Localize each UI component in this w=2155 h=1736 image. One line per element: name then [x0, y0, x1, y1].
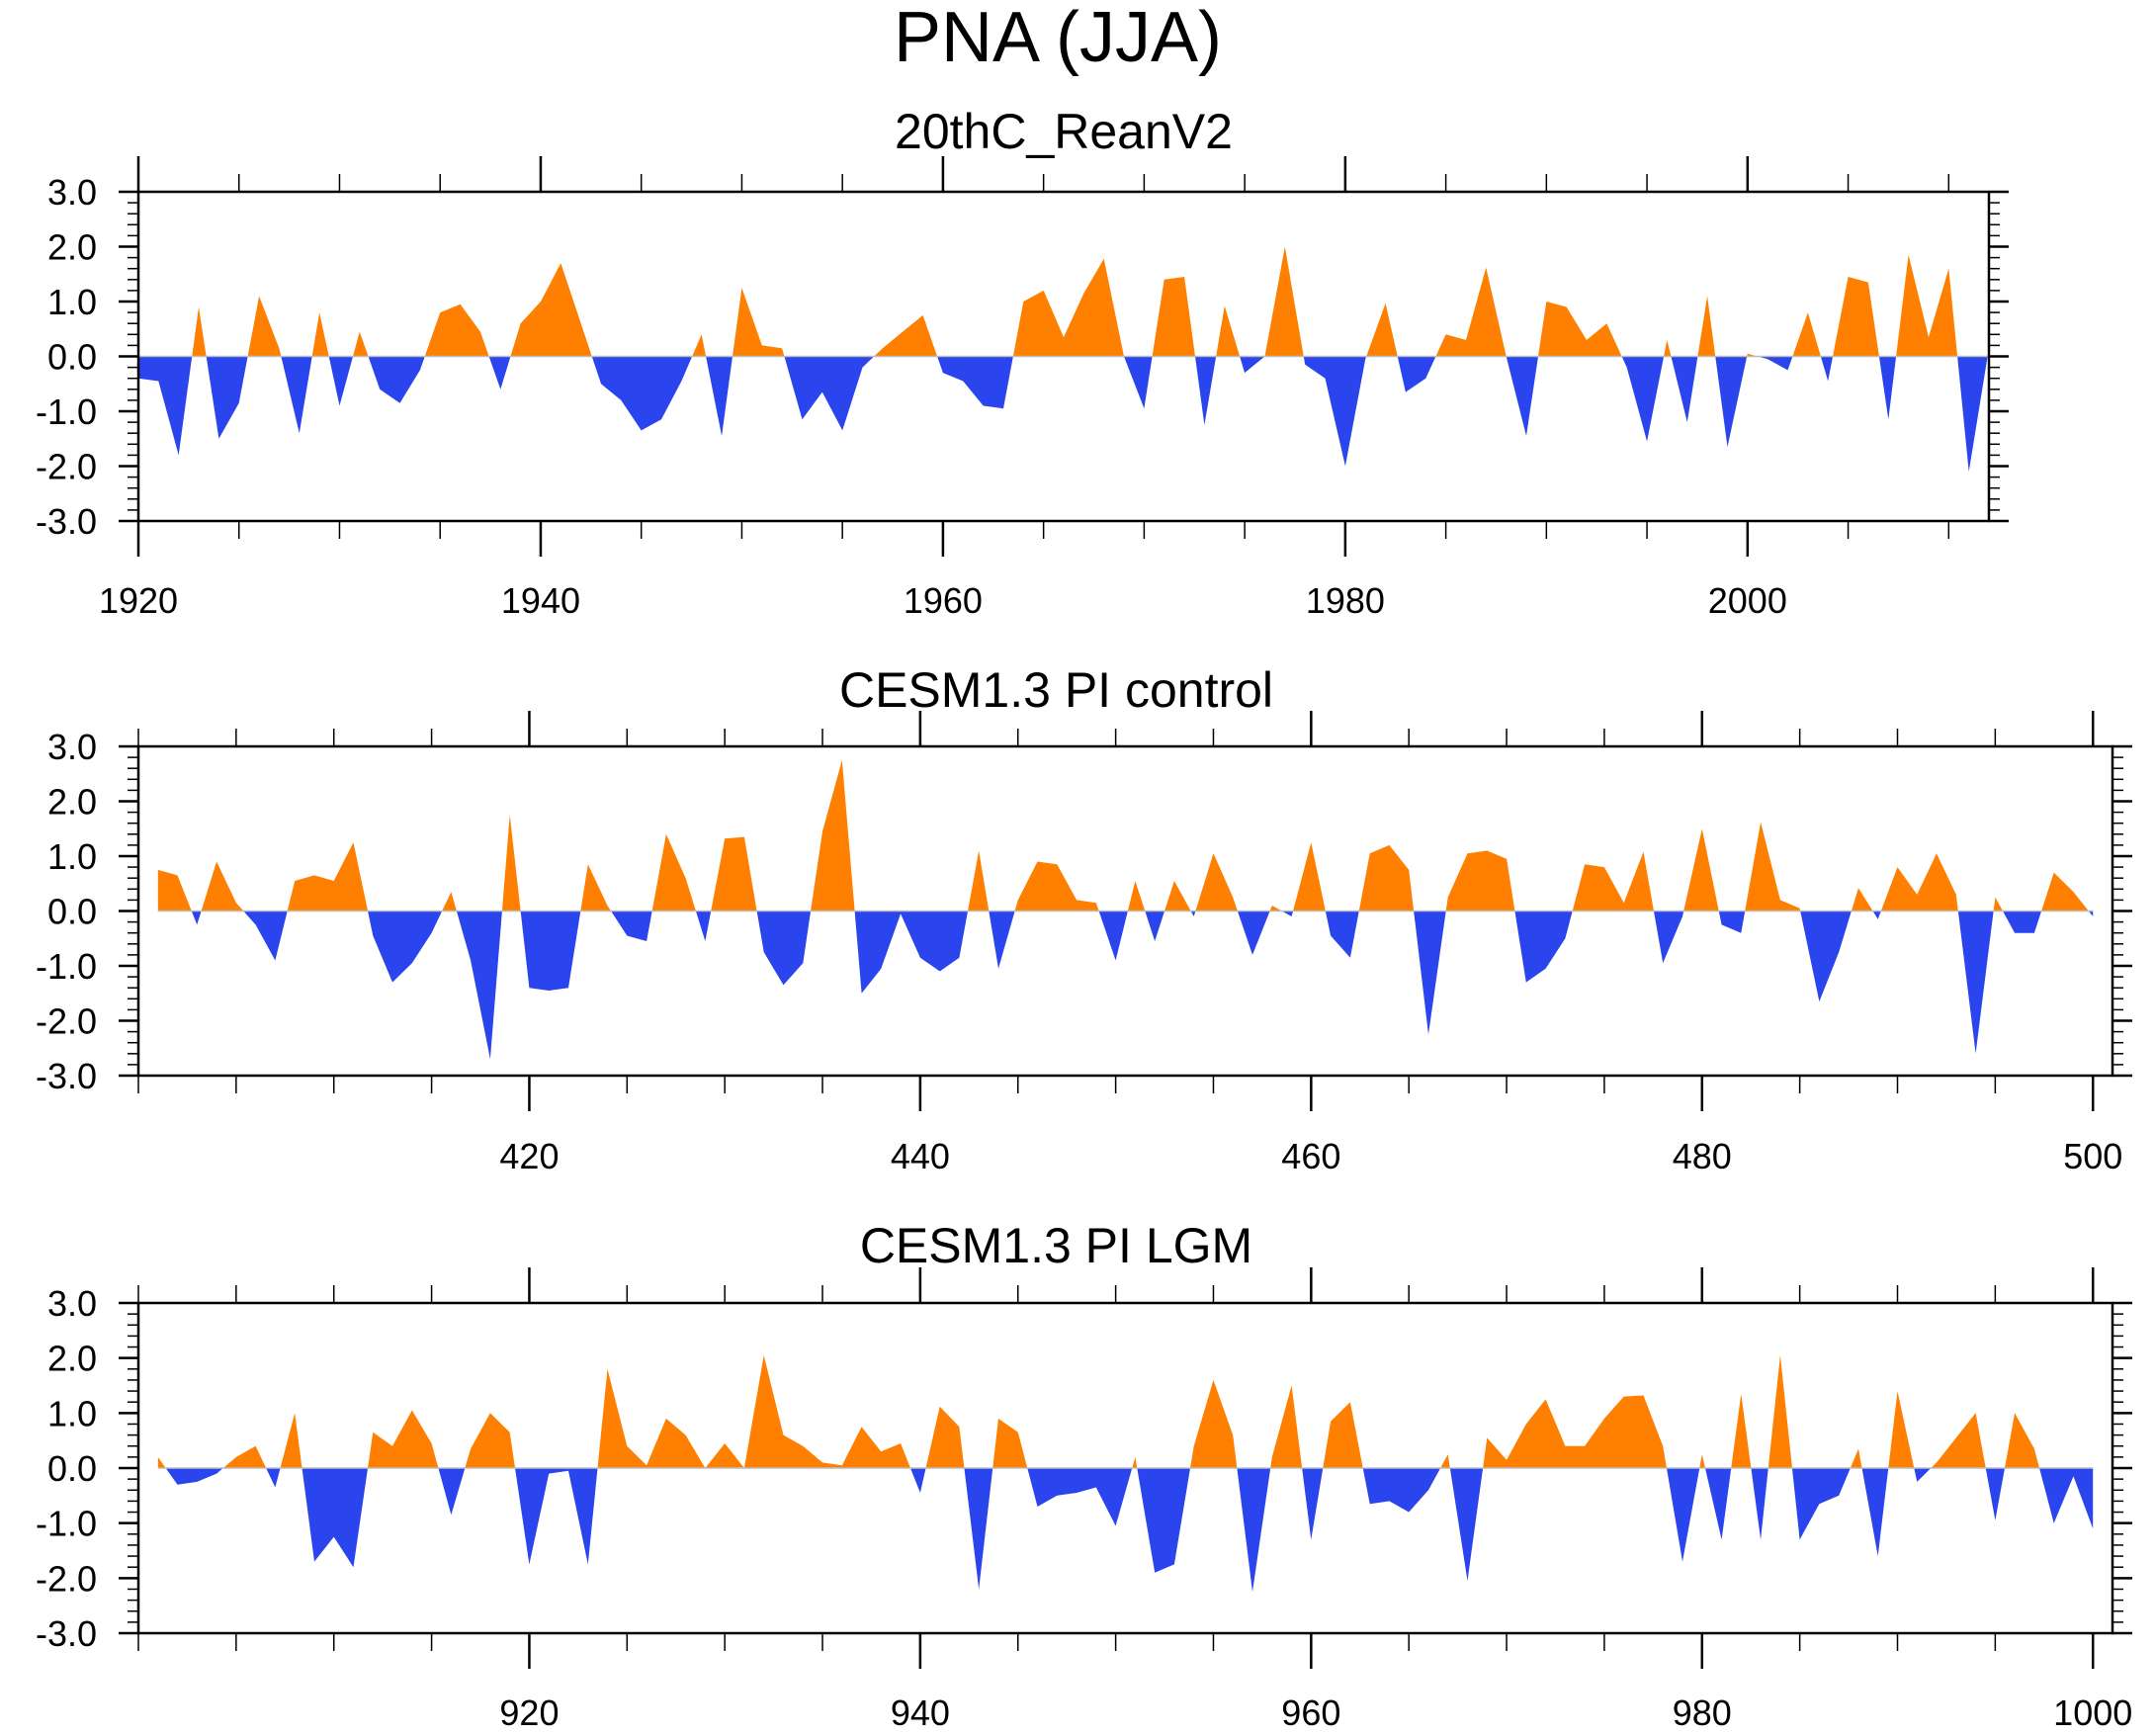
- y-tick-label: -3.0: [36, 1056, 97, 1096]
- x-tick-label: 1960: [904, 580, 983, 621]
- panel-1: 20thC_ReanV2 3.0 2.0 1.0 0.0 -1.0 -2.0 -3.01920…: [36, 104, 2009, 621]
- x-tick-label: 480: [1673, 1136, 1732, 1176]
- y-tick-label: -1.0: [36, 946, 97, 987]
- x-tick-label: 980: [1673, 1693, 1732, 1731]
- negative-anomaly-area: [157, 911, 2094, 1060]
- x-tick-label: 460: [1281, 1136, 1340, 1176]
- y-tick-label: 3.0: [47, 172, 97, 213]
- y-tick-label: 2.0: [47, 782, 97, 823]
- x-tick-label: 940: [891, 1693, 950, 1731]
- y-tick-label: 3.0: [47, 1283, 97, 1324]
- positive-anomaly-area: [157, 1354, 2094, 1468]
- y-tick-label: -3.0: [36, 501, 97, 542]
- y-tick-label: 3.0: [47, 727, 97, 767]
- panel-title: CESM1.3 PI control: [839, 662, 1273, 718]
- y-tick-label: 1.0: [47, 1393, 97, 1433]
- x-tick-label: 420: [499, 1136, 559, 1176]
- y-tick-label: 2.0: [47, 1339, 97, 1379]
- y-tick-label: 0.0: [47, 892, 97, 932]
- x-tick-label: 920: [499, 1693, 559, 1731]
- y-tick-label: 1.0: [47, 282, 97, 322]
- y-tick-label: -1.0: [36, 1504, 97, 1544]
- negative-anomaly-area: [138, 356, 1989, 473]
- x-tick-label: 440: [891, 1136, 950, 1176]
- x-tick-label: 1980: [1306, 580, 1385, 621]
- x-tick-label: 500: [2063, 1136, 2122, 1176]
- y-tick-label: -3.0: [36, 1613, 97, 1654]
- y-tick-label: -2.0: [36, 1558, 97, 1599]
- x-tick-label: 960: [1281, 1693, 1340, 1731]
- main-title: PNA (JJA): [894, 0, 1222, 77]
- y-tick-label: 1.0: [47, 836, 97, 877]
- x-tick-label: 2000: [1708, 580, 1787, 621]
- negative-anomaly-area: [157, 1468, 2094, 1593]
- y-tick-label: -2.0: [36, 447, 97, 487]
- positive-anomaly-area: [138, 246, 1989, 357]
- y-tick-label: -1.0: [36, 391, 97, 432]
- y-tick-label: -2.0: [36, 1001, 97, 1042]
- x-tick-label: 1000: [2053, 1693, 2132, 1731]
- panel-title: 20thC_ReanV2: [895, 104, 1233, 159]
- y-tick-label: 0.0: [47, 1448, 97, 1489]
- positive-anomaly-area: [157, 759, 2094, 911]
- panel-title: CESM1.3 PI LGM: [860, 1218, 1252, 1273]
- panel-2: CESM1.3 PI control 3.0 2.0 1.0 0.0 -1.0 -2.0 -3…: [36, 662, 2132, 1176]
- x-tick-label: 1940: [501, 580, 580, 621]
- x-tick-label: 1920: [99, 580, 178, 621]
- y-tick-label: 2.0: [47, 227, 97, 268]
- panel-3: CESM1.3 PI LGM 3.0 2.0 1.0 0.0 -1.0 -2.0 -3.0 92…: [36, 1218, 2132, 1733]
- y-tick-label: 0.0: [47, 337, 97, 378]
